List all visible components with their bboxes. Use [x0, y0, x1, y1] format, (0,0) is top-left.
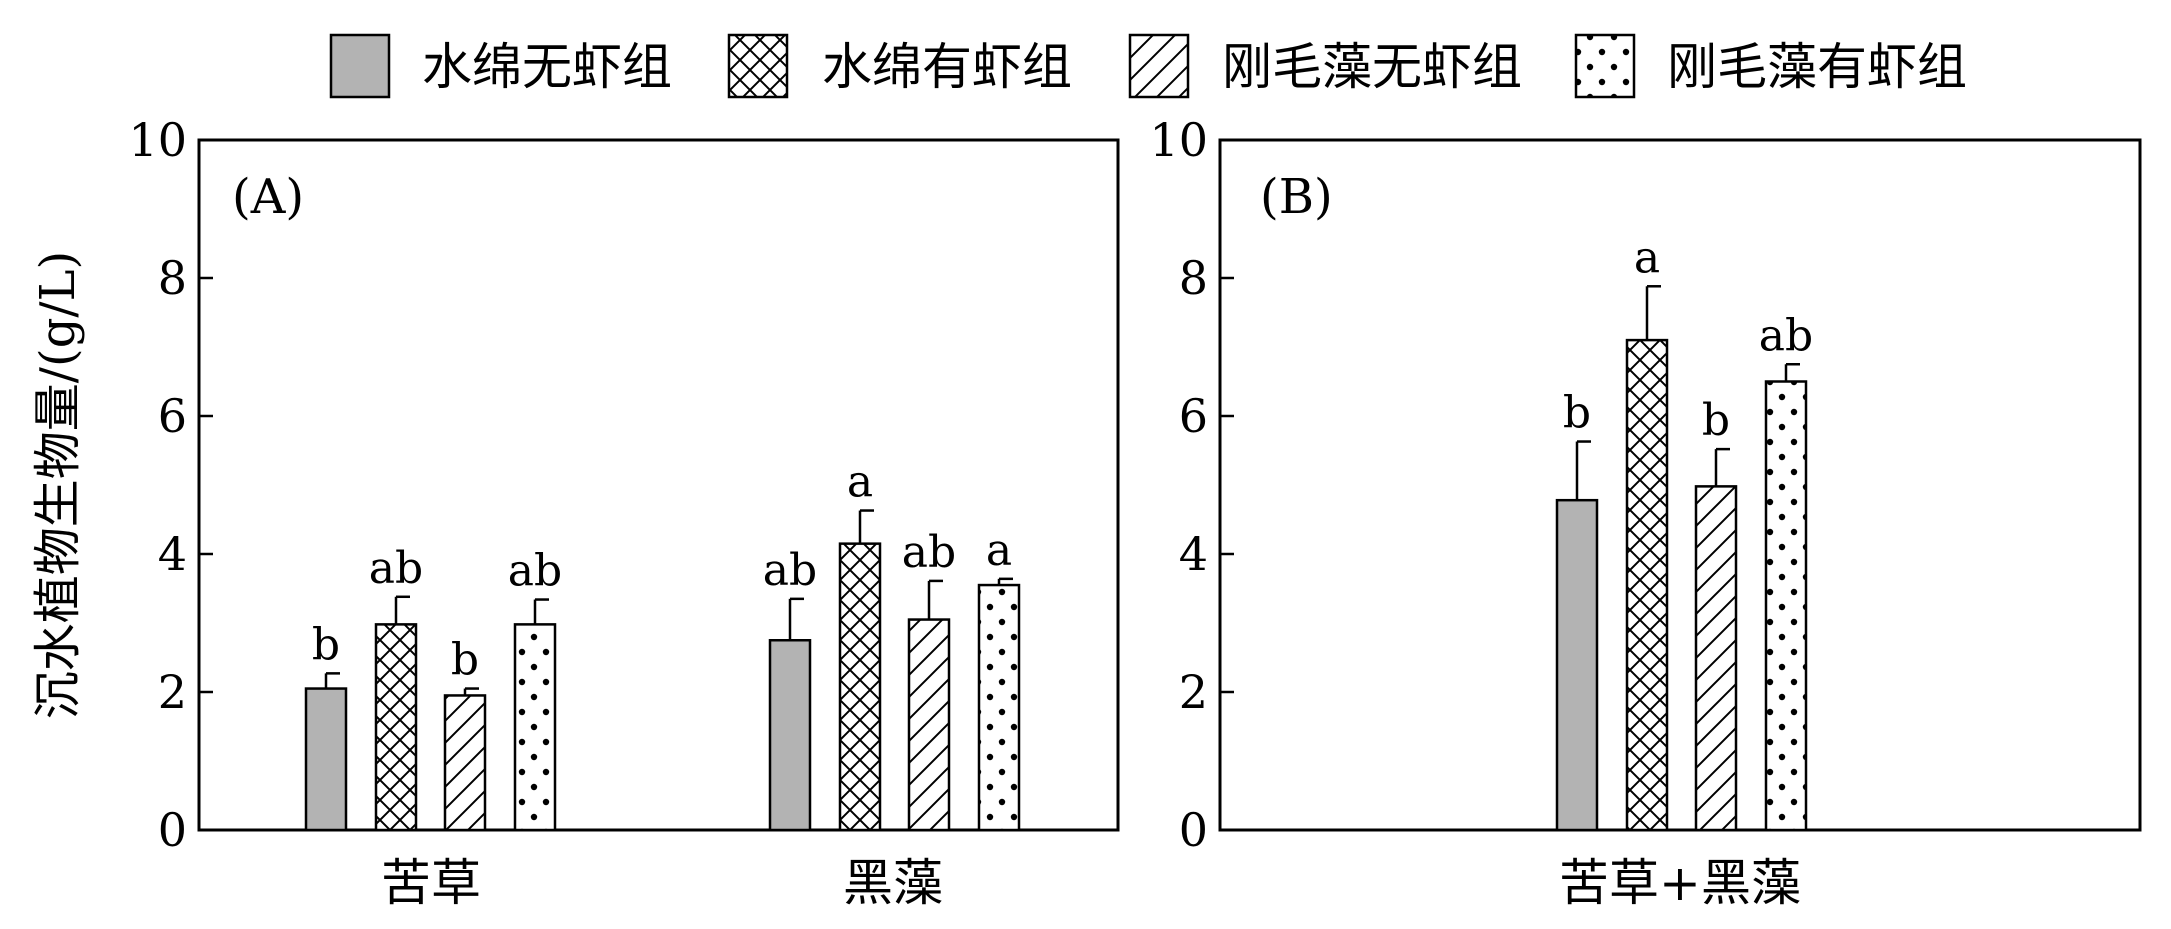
sig-label-0-0-3: ab	[508, 546, 562, 597]
plot-frame-1	[1218, 138, 2142, 832]
bar-0-1-0	[768, 639, 812, 832]
sig-label-1-0-3: ab	[1759, 310, 1813, 361]
bar-0-0-2	[443, 694, 487, 832]
bar-1-0-2	[1694, 485, 1738, 832]
bar-0-1-1	[838, 542, 882, 832]
y-tick-label-1-2: 4	[1179, 527, 1208, 581]
legend-label-0: 水绵无虾组	[422, 38, 672, 96]
y-tick-label-0-4: 8	[158, 251, 187, 305]
bar-0-0-0	[304, 687, 348, 832]
y-tick-label-1-1: 2	[1179, 665, 1208, 719]
sig-label-1-0-0: b	[1563, 388, 1591, 439]
legend-swatch-2	[1128, 33, 1190, 99]
y-tick-label-1-4: 8	[1179, 251, 1208, 305]
sig-label-0-0-2: b	[451, 635, 479, 686]
y-tick-label-0-0: 0	[158, 803, 187, 857]
bar-0-0-3	[513, 623, 557, 832]
bar-1-0-0	[1555, 498, 1599, 832]
sig-label-1-0-2: b	[1702, 395, 1730, 446]
y-tick-label-1-0: 0	[1179, 803, 1208, 857]
bar-0-1-3	[977, 583, 1021, 832]
y-axis-title: 沉水植物生物量/(g/L)	[30, 251, 86, 719]
legend-label-2: 刚毛藻无虾组	[1222, 38, 1522, 96]
y-tick-label-0-2: 4	[158, 527, 187, 581]
legend-swatch-3	[1574, 33, 1636, 99]
legend-label-1: 水绵有虾组	[822, 38, 1072, 96]
y-axis-title-group: 沉水植物生物量/(g/L)	[30, 251, 86, 719]
legend: 水绵无虾组 水绵有虾组 刚毛藻无虾组 刚毛藻有虾组	[329, 33, 1967, 99]
bar-0-1-2	[907, 618, 951, 832]
bar-1-0-3	[1764, 380, 1808, 832]
panel-label-1: (B)	[1260, 169, 1333, 225]
sig-label-1-0-1: a	[1634, 232, 1660, 283]
sig-label-0-1-2: ab	[902, 527, 956, 578]
sig-label-0-1-1: a	[847, 457, 873, 508]
category-label-0-1: 黑藻	[843, 854, 943, 912]
sig-label-0-0-0: b	[312, 619, 340, 670]
legend-label-3: 刚毛藻有虾组	[1667, 38, 1967, 96]
panel-label-0: (A)	[232, 169, 304, 225]
sig-label-0-0-1: ab	[369, 543, 423, 594]
sig-label-0-1-3: a	[986, 525, 1012, 576]
bar-0-0-1	[374, 623, 418, 832]
y-tick-label-0-3: 6	[158, 389, 187, 443]
category-label-1-0: 苦草+黑藻	[1559, 854, 1801, 912]
y-tick-label-1-3: 6	[1179, 389, 1208, 443]
legend-swatch-1	[727, 33, 789, 99]
y-tick-label-0-1: 2	[158, 665, 187, 719]
sig-label-0-1-0: ab	[763, 545, 817, 596]
y-tick-label-1-5: 10	[1149, 113, 1208, 167]
bar-1-0-1	[1625, 338, 1669, 832]
legend-swatch-0	[329, 33, 391, 99]
category-label-0-0: 苦草	[381, 854, 481, 912]
plot-frame-0	[197, 138, 1120, 832]
y-tick-label-0-5: 10	[128, 113, 187, 167]
